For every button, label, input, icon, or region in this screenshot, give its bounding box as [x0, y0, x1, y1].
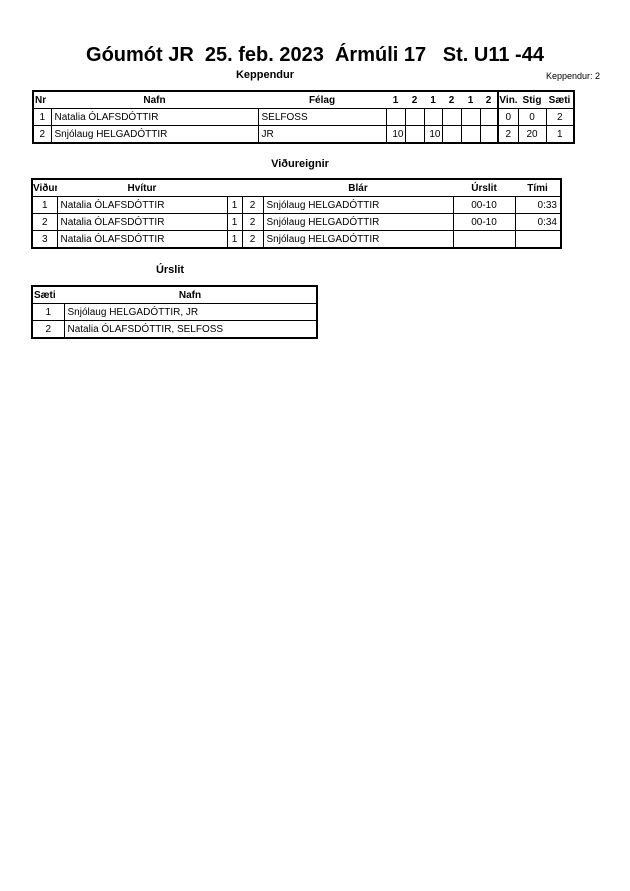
- cell-a: 1: [226, 213, 243, 231]
- col-felag: Félag: [308, 94, 336, 106]
- table-row: 1 Snjólaug HELGADÓTTIR, JR: [31, 303, 318, 321]
- col-round: 2: [448, 94, 455, 106]
- cell-b: 2: [241, 196, 264, 214]
- cell-nafn: Snjólaug HELGADÓTTIR: [50, 125, 259, 144]
- cell-hvitur: Natalia ÓLAFSDÓTTIR: [56, 230, 228, 249]
- cell-b: 2: [241, 213, 264, 231]
- cell-n: 1: [31, 196, 58, 214]
- cell-nafn: Natalia ÓLAFSDÓTTIR: [50, 108, 259, 126]
- vidureignir-heading: Viðureignir: [271, 158, 329, 170]
- col-nafn: Nafn: [178, 289, 202, 301]
- cell-urslit: 00-10: [452, 213, 516, 231]
- cell-nr: 2: [32, 125, 52, 144]
- col-round: 2: [411, 94, 418, 106]
- cell-felag: SELFOSS: [257, 108, 387, 126]
- table-row: 1 Natalia ÓLAFSDÓTTIR 1 2 Snjólaug HELGA…: [31, 196, 562, 214]
- cell-timi: 0:33: [514, 196, 562, 214]
- col-urslit: Úrslit: [471, 182, 497, 194]
- cell-round: [404, 108, 425, 126]
- table-row: 2 Natalia ÓLAFSDÓTTIR, SELFOSS: [31, 320, 318, 339]
- cell-blar: Snjólaug HELGADÓTTIR: [262, 196, 454, 214]
- col-saeti: Sæti: [34, 289, 56, 301]
- cell-a: 1: [226, 230, 243, 249]
- cell-blar: Snjólaug HELGADÓTTIR: [262, 230, 454, 249]
- col-blar: Blár: [348, 182, 368, 194]
- cell-round: [479, 108, 499, 126]
- col-stig: Stig: [522, 94, 542, 106]
- urslit-heading: Úrslit: [155, 264, 185, 276]
- table-row: 2 Snjólaug HELGADÓTTIR JR 10 10 2 20 1: [32, 125, 575, 144]
- keppendur-heading: Keppendur: [235, 69, 295, 81]
- cell-vin: 2: [497, 125, 519, 144]
- cell-nafn: Snjólaug HELGADÓTTIR, JR: [63, 303, 318, 321]
- table-header: Sæti Nafn: [32, 286, 317, 304]
- col-nr: Nr: [35, 94, 47, 106]
- cell-hvitur: Natalia ÓLAFSDÓTTIR: [56, 213, 228, 231]
- cell-round: [385, 108, 406, 126]
- cell-round: [423, 108, 443, 126]
- cell-round: [460, 125, 481, 144]
- cell-vin: 0: [497, 108, 519, 126]
- col-hvitur: Hvítur: [127, 182, 157, 194]
- cell-stig: 0: [517, 108, 547, 126]
- keppendur-count: Keppendur: 2: [545, 71, 600, 81]
- cell-timi: [514, 230, 562, 249]
- cell-nafn: Natalia ÓLAFSDÓTTIR, SELFOSS: [63, 320, 318, 339]
- cell-round: [404, 125, 425, 144]
- table-row: 2 Natalia ÓLAFSDÓTTIR 1 2 Snjólaug HELGA…: [31, 213, 562, 231]
- col-round: 1: [392, 94, 399, 106]
- cell-saeti: 2: [31, 320, 65, 339]
- vidureignir-table: Viðureign Hvítur Blár Úrslit Tími 1 Nata…: [31, 178, 562, 249]
- cell-blar: Snjólaug HELGADÓTTIR: [262, 213, 454, 231]
- cell-round: 10: [423, 125, 443, 144]
- cell-round: [441, 125, 462, 144]
- col-nafn: Nafn: [143, 94, 166, 106]
- page-title: Góumót JR 25. feb. 2023 Ármúli 17 St. U1…: [86, 44, 544, 66]
- urslit-table: Sæti Nafn 1 Snjólaug HELGADÓTTIR, JR 2 N…: [31, 285, 318, 339]
- cell-b: 2: [241, 230, 264, 249]
- col-timi: Tími: [527, 182, 548, 194]
- cell-saeti: 1: [545, 125, 575, 144]
- cell-round: [479, 125, 499, 144]
- col-round: 2: [485, 94, 492, 106]
- cell-round: 10: [385, 125, 406, 144]
- cell-round: [441, 108, 462, 126]
- cell-felag: JR: [257, 125, 387, 144]
- cell-hvitur: Natalia ÓLAFSDÓTTIR: [56, 196, 228, 214]
- table-header: Nr Nafn Félag 1 2 1 2 1 2 Vin. Stig Sæti: [33, 91, 574, 109]
- cell-urslit: [452, 230, 516, 249]
- cell-timi: 0:34: [514, 213, 562, 231]
- cell-urslit: 00-10: [452, 196, 516, 214]
- cell-saeti: 2: [545, 108, 575, 126]
- cell-saeti: 1: [31, 303, 65, 321]
- col-round: 1: [430, 94, 436, 106]
- cell-n: 3: [31, 230, 58, 249]
- table-row: 3 Natalia ÓLAFSDÓTTIR 1 2 Snjólaug HELGA…: [31, 230, 562, 249]
- cell-stig: 20: [517, 125, 547, 144]
- table-header: Viðureign Hvítur Blár Úrslit Tími: [32, 179, 561, 197]
- cell-a: 1: [226, 196, 243, 214]
- col-saeti: Sæti: [548, 94, 571, 106]
- cell-round: [460, 108, 481, 126]
- cell-n: 2: [31, 213, 58, 231]
- col-vin: Vin.: [497, 91, 518, 109]
- keppendur-table: Nr Nafn Félag 1 2 1 2 1 2 Vin. Stig Sæti…: [32, 90, 575, 144]
- cell-nr: 1: [32, 108, 52, 126]
- table-row: 1 Natalia ÓLAFSDÓTTIR SELFOSS 0 0 2: [32, 108, 575, 126]
- col-round: 1: [467, 94, 474, 106]
- col-vidureign: Viðureign: [33, 182, 57, 194]
